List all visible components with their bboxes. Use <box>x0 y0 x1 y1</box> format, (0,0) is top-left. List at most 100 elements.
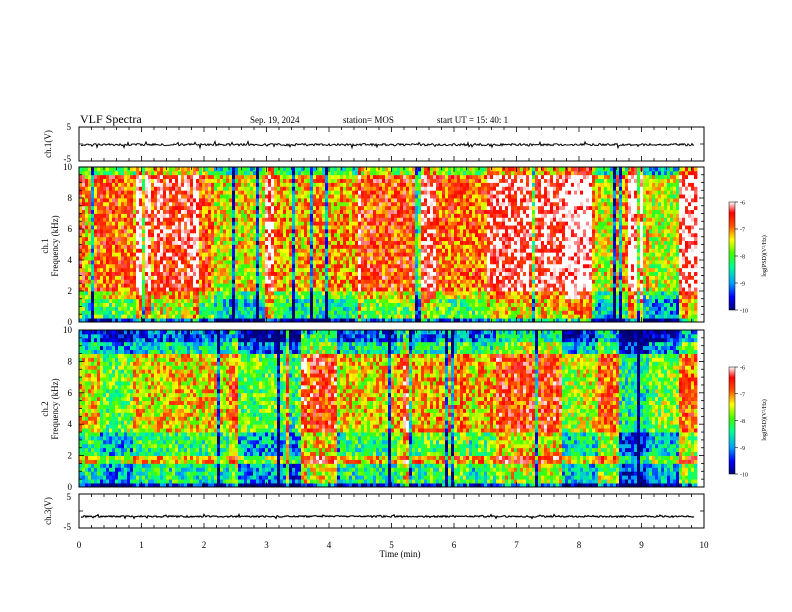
spectrogram-cell <box>217 205 221 211</box>
spectrogram-cell <box>109 260 113 265</box>
spectrogram-cell <box>400 213 404 218</box>
spectrogram-cell <box>382 229 386 234</box>
spectrogram-cell <box>118 291 122 296</box>
spectrogram-cell <box>286 287 290 292</box>
spectrogram-cell <box>439 194 443 199</box>
spectrogram-cell <box>127 244 131 249</box>
spectrogram-cell <box>121 182 125 187</box>
spectrogram-cell <box>106 229 110 234</box>
spectrogram-cell <box>397 248 401 253</box>
spectrogram-cell <box>385 198 389 203</box>
spectrogram-cell <box>205 167 209 172</box>
spectrogram-cell <box>436 170 440 176</box>
spectrogram-cell <box>169 271 173 276</box>
spectrogram-cell <box>115 271 119 276</box>
spectrogram-cell <box>193 275 197 280</box>
spectrogram-cell <box>148 170 152 176</box>
spectrogram-cell <box>283 209 287 214</box>
spectrogram-cell <box>430 260 434 265</box>
spectrogram-cell <box>142 178 146 183</box>
spectrogram-cell <box>292 260 296 265</box>
spectrogram-cell <box>130 174 134 180</box>
spectrogram-cell <box>175 190 179 195</box>
spectrogram-cell <box>331 275 335 280</box>
spectrogram-cell <box>427 294 431 300</box>
spectrogram-cell <box>259 186 263 191</box>
spectrogram-cell <box>406 217 410 222</box>
spectrogram-cell <box>382 232 386 238</box>
spectrogram-cell <box>211 217 215 222</box>
spectrogram-cell <box>121 236 125 242</box>
spectrogram-cell <box>136 279 140 284</box>
spectrogram-cell <box>109 236 113 242</box>
spectrogram-cell <box>427 190 431 195</box>
spectrogram-cell <box>355 170 359 176</box>
spectrogram-cell <box>103 170 107 176</box>
spectrogram-cell <box>226 302 230 307</box>
spectrogram-cell <box>418 291 422 296</box>
spectrogram-cell <box>301 294 305 300</box>
spectrogram-cell <box>145 294 149 300</box>
spectrogram-cell <box>415 213 419 218</box>
spectrogram-cell <box>400 252 404 257</box>
spectrogram-cell <box>415 190 419 195</box>
spectrogram-cell <box>88 314 92 319</box>
spectrogram-cell <box>244 244 248 249</box>
spectrogram-cell <box>118 201 122 207</box>
spectrogram-cell <box>268 275 272 280</box>
spectrogram-cell <box>322 198 326 203</box>
spectrogram-cell <box>241 306 245 311</box>
spectrogram-cell <box>184 252 188 257</box>
spectrogram-cell <box>415 287 419 292</box>
spectrogram-cell <box>136 275 140 280</box>
spectrogram-cell <box>148 318 152 323</box>
spectrogram-cell <box>175 186 179 191</box>
spectrogram-cell <box>373 287 377 292</box>
spectrogram-cell <box>262 306 266 311</box>
spectrogram-cell <box>313 232 317 238</box>
spectrogram-cell <box>364 302 368 307</box>
spectrogram-cell <box>340 256 344 261</box>
spectrogram-cell <box>265 209 269 214</box>
spectrogram-cell <box>196 283 200 288</box>
spectrogram-cell <box>235 256 239 261</box>
spectrogram-cell <box>112 209 116 214</box>
spectrogram-cell <box>421 201 425 207</box>
spectrogram-cell <box>442 182 446 187</box>
spectrogram-cell <box>412 314 416 319</box>
spectrogram-cell <box>337 225 341 230</box>
spectrogram-cell <box>286 260 290 265</box>
spectrogram-cell <box>430 178 434 183</box>
spectrogram-cell <box>298 314 302 319</box>
spectrogram-cell <box>88 209 92 214</box>
spectrogram-cell <box>397 213 401 218</box>
spectrogram-cell <box>406 209 410 214</box>
spectrogram-cell <box>238 190 242 195</box>
spectrogram-cell <box>265 291 269 296</box>
spectrogram-cell <box>382 221 386 226</box>
spectrogram-cell <box>430 306 434 311</box>
spectrogram-cell <box>346 283 350 288</box>
spectrogram-cell <box>403 190 407 195</box>
spectrogram-cell <box>442 240 446 245</box>
spectrogram-cell <box>148 190 152 195</box>
spectrogram-cell <box>316 291 320 296</box>
spectrogram-cell <box>391 279 395 284</box>
spectrogram-cell <box>295 209 299 214</box>
spectrogram-cell <box>133 256 137 261</box>
spectrogram-cell <box>79 194 83 199</box>
spectrogram-cell <box>97 205 101 211</box>
spectrogram-cell <box>103 279 107 284</box>
spectrogram-cell <box>415 174 419 180</box>
spectrogram-cell <box>193 267 197 273</box>
spectrogram-cell <box>256 182 260 187</box>
spectrogram-cell <box>214 275 218 280</box>
spectrogram-cell <box>433 217 437 222</box>
spectrogram-cell <box>256 190 260 195</box>
spectrogram-cell <box>355 213 359 218</box>
spectrogram-cell <box>208 275 212 280</box>
spectrogram-cell <box>319 306 323 311</box>
spectrogram-cell <box>286 182 290 187</box>
spectrogram-cell <box>103 229 107 234</box>
spectrogram-cell <box>79 306 83 311</box>
